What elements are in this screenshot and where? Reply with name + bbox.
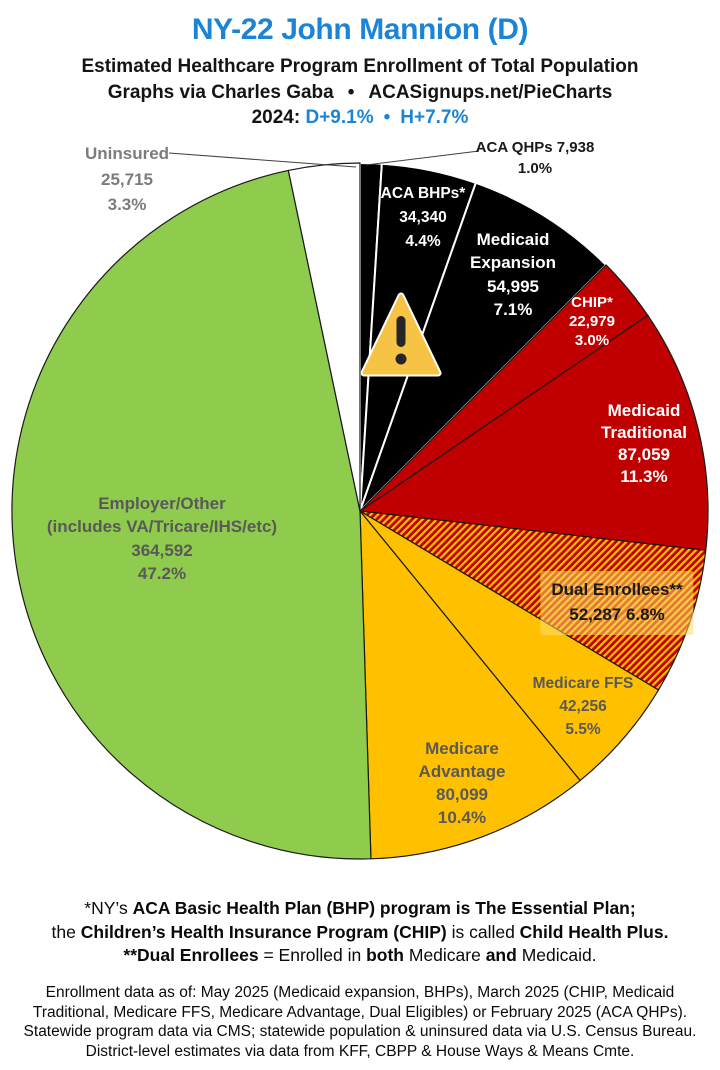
source-line-1: Enrollment data as of: May 2025 (Medicai… (45, 984, 675, 1001)
partisan-dem-lean: D+9.1% (305, 107, 374, 128)
credit-line: Graphs via Charles Gaba • ACASignups.net/P… (0, 82, 720, 104)
credit-bullet: • (347, 82, 355, 103)
leader-line-uninsured (168, 152, 357, 168)
footnote-definitions: *NY’s ACA Basic Health Plan (BHP) progra… (0, 897, 720, 968)
partisan-lean-line: 2024: D+9.1% • H+7.7% (0, 107, 720, 129)
pie-slice-employer-other (11, 169, 372, 860)
source-line-2: Traditional, Medicare FFS, Medicare Adva… (32, 1003, 688, 1021)
leader-line-aca-qhps (365, 150, 480, 166)
pie-slice-medicaid-traditional (359, 314, 709, 551)
warning-icon (360, 292, 442, 377)
credit-site: ACASignups.net/PieCharts (368, 82, 613, 103)
pie-slice-medicare-advantage (359, 510, 581, 860)
page-title: NY-22 John Mannion (D) (191, 13, 529, 46)
partisan-house-lean: H+7.7% (400, 107, 469, 128)
chart-subtitle: Estimated Healthcare Program Enrollment … (81, 56, 639, 77)
definition-line-1: *NY’s ACA Basic Health Plan (BHP) progra… (84, 898, 636, 918)
pie-slice-medicaid-expansion (359, 181, 608, 512)
definition-line-2: the Children’s Health Insurance Program … (51, 921, 669, 942)
definition-line-3: **Dual Enrollees = Enrolled in both Medi… (123, 945, 597, 965)
credit-author: Graphs via Charles Gaba (107, 82, 334, 103)
source-line-4: District-level estimates via data from K… (85, 1042, 635, 1060)
partisan-bullet: • (383, 107, 391, 128)
footnote-sources: Enrollment data as of: May 2025 (Medicai… (0, 983, 720, 1061)
source-line-3: Statewide program data via CMS; statewid… (23, 1023, 697, 1040)
partisan-year: 2024: (251, 107, 301, 128)
